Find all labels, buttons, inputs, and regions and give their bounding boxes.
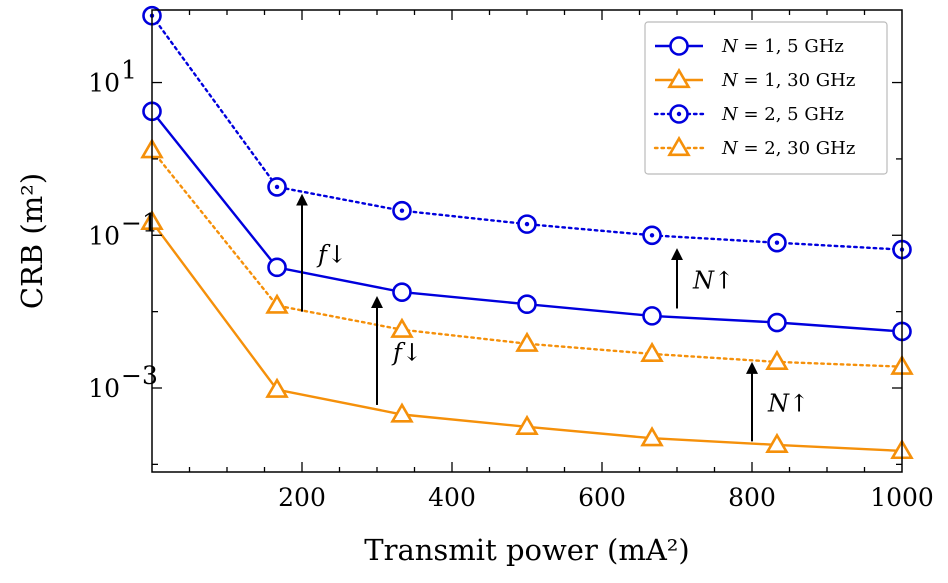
- legend-entry-0: N = 1, 5 GHz: [655, 36, 844, 57]
- x-tick-label: 400: [428, 483, 476, 512]
- legend-box: [644, 21, 888, 175]
- series-3-point-4: [640, 341, 664, 362]
- series-2-point-2-dot: [399, 208, 405, 213]
- series-0-point-1: [267, 257, 287, 278]
- legend-marker: [667, 67, 691, 89]
- legend-label: N = 1, 5 GHz: [721, 36, 844, 57]
- series-1-point-2: [390, 402, 414, 423]
- legend-marker: [667, 135, 691, 157]
- y-tick-label-exponent: 1: [121, 56, 137, 85]
- legend-entry-2: N = 2, 5 GHz: [653, 104, 844, 125]
- series-0-point-3: [517, 294, 537, 315]
- series-0-point-2: [392, 282, 412, 302]
- legend-marker: [669, 36, 689, 56]
- annotation-label: N↑: [692, 266, 734, 294]
- y-tick-label-exponent: −1: [121, 208, 158, 237]
- series-2-point-2: [392, 200, 412, 221]
- series-0-point-4-ring: [642, 306, 662, 326]
- series-2-point-4-dot: [649, 233, 655, 238]
- series-1-point-5: [765, 432, 789, 454]
- series-2-point-5: [767, 232, 787, 253]
- series-2-point-3: [517, 214, 537, 234]
- x-axis: 200 400 600 800 1000: [188, 10, 934, 512]
- legend-entry-3: N = 2, 30 GHz: [653, 135, 855, 159]
- x-tick-label: 600: [578, 483, 626, 512]
- series-2-point-5-dot: [774, 240, 780, 245]
- series-3-point-2: [390, 317, 414, 338]
- series-0-point-5: [767, 312, 787, 333]
- series-2-point-1: [267, 177, 287, 197]
- annotations-group: f↓ f↓ N↑ N↑: [296, 193, 809, 442]
- legend-label: N = 1, 30 GHz: [721, 70, 855, 91]
- y-tick-label: 10: [88, 221, 120, 250]
- legend-label: N = 2, 30 GHz: [721, 138, 855, 159]
- x-tick-label: 800: [728, 483, 776, 512]
- legend-label: N = 2, 5 GHz: [721, 104, 844, 125]
- y-axis-title: CRB (m²): [15, 173, 49, 309]
- legend-marker-ring: [669, 36, 689, 56]
- legend: N = 1, 5 GHz N = 1, 30 GHz N = 2, 5 GHz N =…: [644, 21, 888, 175]
- x-axis-title: Transmit power (mA²): [364, 533, 690, 567]
- series-0-point-4: [642, 306, 662, 326]
- series-1-point-3: [515, 414, 539, 435]
- x-tick-label: 1000: [870, 483, 934, 512]
- series-1-point-1: [265, 377, 289, 398]
- series-3-point-1: [265, 293, 289, 314]
- x-tick-label: 200: [278, 483, 326, 512]
- series-2-point-3-dot: [524, 221, 530, 227]
- annotation-label: N↑: [767, 390, 809, 418]
- annotation-label: f↓: [391, 338, 422, 366]
- y-tick-label: 10: [88, 374, 120, 403]
- series-2-point-4: [642, 225, 662, 246]
- y-tick-label: 10: [88, 69, 120, 98]
- annotation-label: f↓: [316, 241, 347, 269]
- legend-entry-1: N = 1, 30 GHz: [655, 67, 855, 91]
- series-0-point-2-ring: [392, 282, 412, 302]
- series-1-point-4: [640, 426, 664, 447]
- legend-marker: [669, 104, 689, 124]
- series-0-point-1-ring: [267, 257, 287, 278]
- series-3-point-3: [515, 331, 539, 352]
- series-2-point-1-dot: [274, 184, 280, 190]
- series-0-point-3-ring: [517, 294, 537, 315]
- y-tick-label-exponent: −3: [121, 361, 158, 390]
- series-3-point-5: [765, 349, 789, 370]
- series-0-point-5-ring: [767, 312, 787, 333]
- legend-marker-dot: [676, 111, 682, 117]
